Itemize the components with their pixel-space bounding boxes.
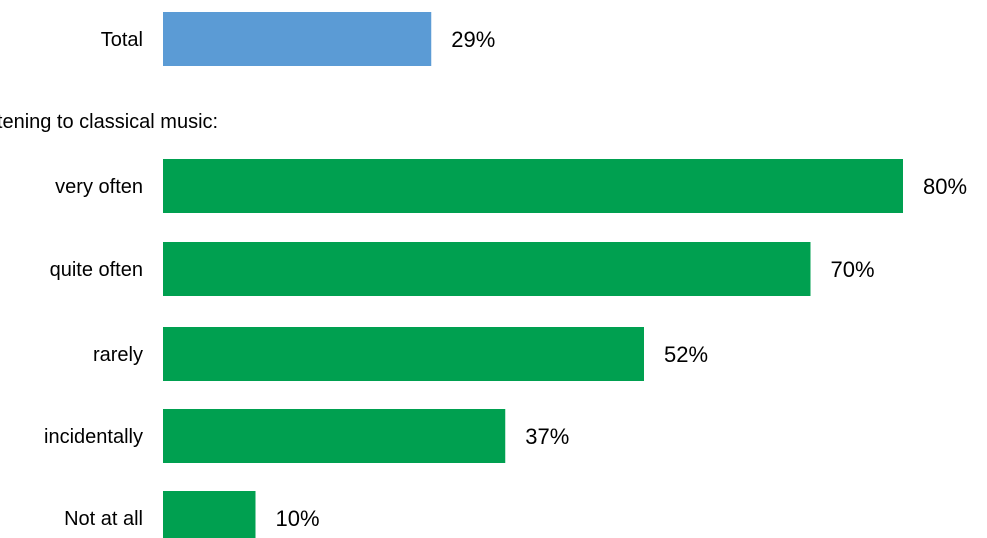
category-label-5: Not at all <box>64 508 143 530</box>
value-label-3: 52% <box>664 342 708 367</box>
bar-2 <box>163 242 811 296</box>
value-label-4: 37% <box>525 424 569 449</box>
value-label-5: 10% <box>276 506 320 531</box>
category-label-4: incidentally <box>44 426 143 448</box>
category-label-1: very often <box>55 176 143 198</box>
category-label-0: Total <box>101 29 143 51</box>
bar-1 <box>163 159 903 213</box>
category-label-2: quite often <box>50 259 143 281</box>
value-label-0: 29% <box>451 27 495 52</box>
bar-4 <box>163 409 506 463</box>
bar-5 <box>163 491 256 538</box>
category-label-3: rarely <box>93 344 143 366</box>
value-label-2: 70% <box>831 257 875 282</box>
group-heading: listening to classical music: <box>0 111 218 133</box>
bar-3 <box>163 327 644 381</box>
value-label-1: 80% <box>923 174 967 199</box>
bar-0 <box>163 12 432 66</box>
